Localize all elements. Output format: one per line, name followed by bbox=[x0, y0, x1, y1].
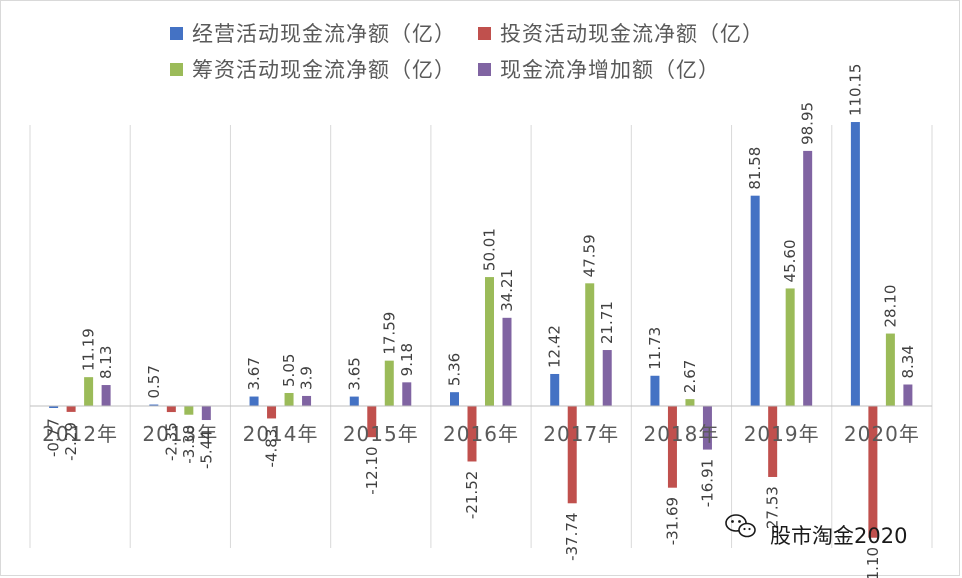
watermark: 股市淘金2020 bbox=[725, 514, 907, 548]
bar-s3-4 bbox=[384, 360, 394, 406]
value-labels: -0.77 -2.29 11.19 8.13 0.57 -2.35 -3.38 -5.44 3.… bbox=[45, 64, 917, 578]
bar-s2-8 bbox=[768, 406, 778, 477]
value-label-s4-4: 9.18 bbox=[398, 343, 416, 376]
value-label-s4-1: 8.13 bbox=[97, 346, 115, 379]
value-label-s3-2: -3.38 bbox=[180, 425, 198, 464]
value-label-s4-7: -16.91 bbox=[698, 459, 716, 507]
bar-s3-7 bbox=[685, 399, 695, 406]
value-label-s1-7: 11.73 bbox=[646, 327, 664, 370]
value-label-s4-2: -5.44 bbox=[197, 430, 215, 469]
value-label-s2-4: -12.10 bbox=[363, 446, 381, 494]
bar-s4-4 bbox=[402, 382, 412, 406]
category-label-9: 2020年 bbox=[844, 422, 920, 446]
bar-s2-3 bbox=[267, 406, 277, 419]
bar-s1-6 bbox=[550, 373, 560, 406]
bar-s4-8 bbox=[803, 150, 813, 406]
value-label-s3-6: 47.59 bbox=[581, 234, 599, 277]
value-label-s1-2: 0.57 bbox=[145, 365, 163, 398]
bar-s2-9 bbox=[868, 406, 878, 538]
bar-s4-5 bbox=[502, 317, 512, 406]
value-label-s4-9: 8.34 bbox=[899, 345, 917, 378]
bar-s4-9 bbox=[903, 384, 913, 406]
legend-label-1: 经营活动现金流净额（亿） bbox=[192, 22, 456, 46]
legend-label-2: 投资活动现金流净额（亿） bbox=[500, 22, 764, 46]
value-label-s1-1: -0.77 bbox=[45, 418, 63, 457]
value-label-s2-6: -37.74 bbox=[563, 513, 581, 561]
bar-s3-3 bbox=[284, 392, 294, 406]
value-label-s1-3: 3.67 bbox=[245, 357, 263, 390]
value-label-s2-8: -27.53 bbox=[764, 486, 782, 534]
legend-swatch-1 bbox=[170, 27, 183, 40]
category-label-8: 2019年 bbox=[744, 422, 820, 446]
bar-s1-8 bbox=[750, 195, 760, 406]
bar-s2-2 bbox=[166, 406, 176, 413]
legend-swatch-4 bbox=[478, 63, 491, 76]
value-label-s3-3: 5.05 bbox=[280, 354, 298, 387]
category-labels: 2012年 2013年 2014年 2015年 2016年 2017年 2018年 2019年… bbox=[42, 422, 920, 446]
bar-s1-5 bbox=[450, 392, 459, 406]
bar-s3-6 bbox=[585, 283, 595, 406]
value-label-s3-4: 17.59 bbox=[380, 312, 398, 355]
legend-label-3: 筹资活动现金流净额（亿） bbox=[192, 58, 456, 82]
value-label-s2-2: -2.35 bbox=[162, 422, 180, 461]
legend-swatch-3 bbox=[170, 63, 183, 76]
category-label-1: 2012年 bbox=[42, 422, 118, 446]
category-label-2: 2013年 bbox=[142, 422, 218, 446]
value-label-s3-9: 28.10 bbox=[881, 285, 899, 328]
bar-s1-3 bbox=[249, 396, 259, 406]
gridlines bbox=[29, 125, 933, 548]
value-label-s2-1: -2.29 bbox=[62, 422, 80, 461]
value-label-s2-3: -4.83 bbox=[263, 429, 281, 468]
value-label-s2-5: -21.52 bbox=[463, 471, 481, 519]
value-label-s4-3: 3.9 bbox=[298, 366, 316, 390]
value-label-s2-9: -51.10 bbox=[864, 547, 882, 578]
bar-s1-7 bbox=[650, 375, 660, 406]
value-label-s4-6: 21.71 bbox=[598, 301, 616, 344]
bar-s4-7 bbox=[702, 406, 712, 450]
bar-s4-2 bbox=[201, 406, 211, 421]
legend-swatch-2 bbox=[478, 27, 491, 40]
bar-s1-4 bbox=[349, 396, 359, 406]
bar-s3-2 bbox=[184, 406, 194, 415]
value-label-s1-4: 3.65 bbox=[345, 357, 363, 390]
value-label-s1-6: 12.42 bbox=[546, 325, 564, 368]
bar-s3-5 bbox=[485, 277, 494, 406]
category-label-3: 2014年 bbox=[243, 422, 319, 446]
category-label-6: 2017年 bbox=[543, 422, 619, 446]
bar-s1-2 bbox=[149, 404, 159, 406]
value-label-s3-5: 50.01 bbox=[481, 228, 499, 271]
value-label-s4-5: 34.21 bbox=[498, 269, 516, 312]
value-label-s4-8: 98.95 bbox=[799, 102, 817, 145]
bar-s4-1 bbox=[101, 385, 111, 406]
bar-s2-1 bbox=[66, 406, 76, 412]
bar-s3-1 bbox=[84, 377, 94, 406]
category-label-4: 2015年 bbox=[343, 422, 419, 446]
legend-label-4: 现金流净增加额（亿） bbox=[500, 58, 720, 82]
bar-s3-9 bbox=[885, 333, 895, 406]
bar-s2-5 bbox=[467, 406, 477, 462]
category-label-7: 2018年 bbox=[643, 422, 719, 446]
bar-s3-8 bbox=[785, 288, 795, 406]
bar-s2-6 bbox=[567, 406, 577, 504]
bar-s2-4 bbox=[367, 406, 377, 438]
value-label-s2-7: -31.69 bbox=[663, 497, 681, 545]
wechat-icon bbox=[725, 514, 756, 538]
bars bbox=[49, 122, 913, 538]
watermark-text: 股市淘金2020 bbox=[770, 524, 907, 548]
bar-s1-1 bbox=[49, 406, 59, 408]
category-label-5: 2016年 bbox=[443, 422, 519, 446]
bar-s4-3 bbox=[302, 395, 312, 406]
value-label-s1-8: 81.58 bbox=[746, 147, 764, 190]
legend: 经营活动现金流净额（亿） 投资活动现金流净额（亿） 筹资活动现金流净额（亿） 现金流净… bbox=[170, 22, 764, 82]
value-label-s1-5: 5.36 bbox=[446, 353, 464, 386]
value-label-s3-8: 45.60 bbox=[781, 239, 799, 282]
bar-s2-7 bbox=[667, 406, 677, 488]
value-label-s1-9: 110.15 bbox=[846, 64, 864, 117]
bar-s4-6 bbox=[602, 350, 612, 406]
value-label-s3-7: 2.67 bbox=[681, 360, 699, 393]
bar-s1-9 bbox=[850, 122, 860, 407]
value-label-s3-1: 11.19 bbox=[80, 328, 98, 371]
